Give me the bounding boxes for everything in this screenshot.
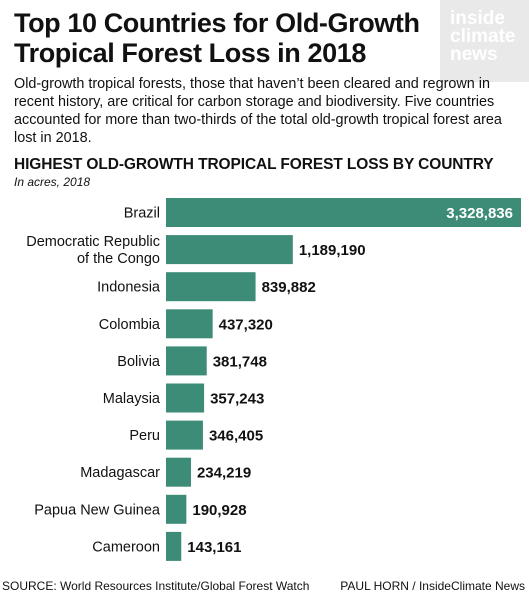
- logo-line-climate: climate: [450, 26, 516, 47]
- category-label: Indonesia: [97, 280, 161, 296]
- value-label: 839,882: [262, 279, 316, 296]
- value-label: 346,405: [209, 428, 263, 445]
- value-label: 1,189,190: [299, 242, 366, 259]
- value-label: 234,219: [197, 465, 251, 482]
- bar: [166, 494, 187, 524]
- bar: [166, 309, 213, 339]
- value-label: 437,320: [219, 316, 273, 333]
- logo-line-inside: inside: [450, 8, 505, 29]
- source-note: SOURCE: World Resources Institute/Global…: [2, 579, 310, 593]
- bar: [166, 272, 256, 302]
- value-label: 3,328,836: [446, 205, 513, 222]
- category-label: Papua New Guinea: [34, 502, 161, 518]
- chart-subheading: In acres, 2018: [14, 175, 91, 189]
- category-label: Brazil: [124, 206, 160, 222]
- chart-title: Top 10 Countries for Old-Growth Tropical…: [14, 8, 420, 68]
- value-label: 143,161: [187, 539, 241, 556]
- credit-note: PAUL HORN / InsideClimate News: [340, 579, 525, 593]
- bar: [166, 457, 191, 487]
- bar: [166, 346, 207, 376]
- bar-chart: Brazil 3,328,836 Democratic Republic of the…: [26, 198, 521, 561]
- category-label: Bolivia: [117, 354, 161, 370]
- category-label: Madagascar: [80, 465, 160, 481]
- category-label: Colombia: [99, 317, 161, 333]
- insideclimate-news-logo: inside climate news: [440, 0, 529, 82]
- logo-line-news: news: [450, 44, 498, 65]
- bar: [166, 383, 205, 413]
- category-label: Malaysia: [103, 391, 161, 407]
- value-label: 190,928: [192, 502, 246, 519]
- category-label: Democratic Republic of the Congo: [26, 234, 160, 267]
- intro-paragraph: Old-growth tropical forests, those that …: [14, 76, 502, 146]
- category-label: Cameroon: [92, 539, 160, 555]
- category-label: Peru: [129, 428, 160, 444]
- bar: [166, 420, 203, 450]
- value-label: 381,748: [213, 353, 267, 370]
- bar: [166, 198, 521, 227]
- bar: [166, 531, 182, 561]
- chart-heading: HIGHEST OLD-GROWTH TROPICAL FOREST LOSS …: [14, 156, 494, 173]
- value-label: 357,243: [210, 391, 264, 408]
- bar: [166, 235, 293, 265]
